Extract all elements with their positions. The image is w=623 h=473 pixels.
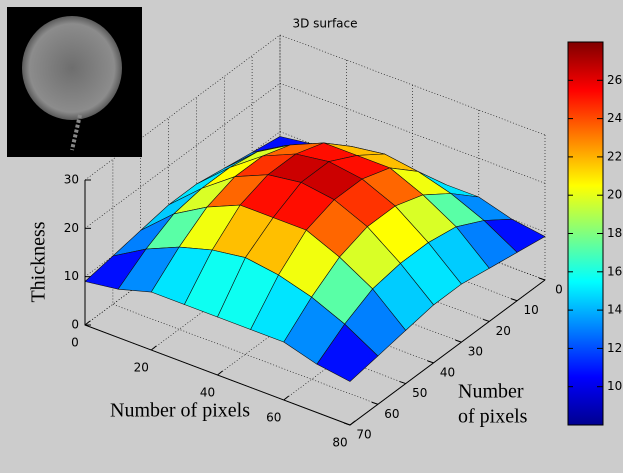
y-tick-label: 0 [555,283,563,297]
grid-line [84,34,546,181]
y-tick-label: 60 [384,407,399,421]
y-tick [399,381,406,385]
y-axis-label: of pixels [458,406,528,428]
colorbar-tick-label: 24 [607,111,622,125]
y-tick-label: 50 [412,386,427,400]
y-tick-label: 10 [524,303,539,317]
x-tick [217,370,223,376]
plot-area: 0 10 20 30 0 20 40 60 80 0 10 20 30 40 50 60 70 [64,34,563,450]
colorbar-tick-label: 14 [607,303,622,317]
chart-title: 3D surface [292,17,357,31]
y-tick [371,401,379,405]
surface-patch [316,323,379,382]
y-tick [455,339,462,343]
colorbar-tick-label: 16 [607,264,622,278]
x-tick-label: 40 [200,386,215,400]
z-tick-label: 20 [64,221,79,235]
y-axis-label: Number [458,381,524,403]
x-tick-label: 20 [134,361,149,375]
colorbar-tick-label: 20 [607,188,622,202]
x-tick-label: 0 [71,336,79,350]
colorbar-tick-label: 10 [607,379,622,393]
inset-disk [22,16,122,120]
y-tick [510,298,518,302]
colorbar-tick-label: 26 [607,73,622,87]
x-axis-label: Number of pixels [110,400,250,422]
x-tick [84,320,91,326]
z-tick-label: 0 [71,318,79,332]
x-tick [283,395,290,401]
y-tick-label: 70 [356,428,371,442]
z-tick-label: 10 [64,269,79,283]
x-tick [349,420,356,426]
z-axis-label: Thickness [28,221,50,302]
inset-image [7,7,142,157]
z-tick-label: 30 [64,173,79,187]
colorbar-ticks: 10 12 14 16 18 20 22 24 26 [568,73,622,393]
inset-stem [70,114,82,151]
y-tick [538,277,546,281]
y-tick [343,422,351,426]
y-tick [427,360,434,364]
y-tick-label: 20 [496,324,511,338]
y-tick-label: 40 [440,365,455,379]
x-tick-label: 80 [332,436,347,450]
colorbar-tick-label: 18 [607,226,622,240]
colorbar-tick-label: 22 [607,149,622,163]
colorbar-tick-label: 12 [607,341,622,355]
x-tick [150,345,157,351]
y-tick [483,318,490,322]
y-tick-label: 30 [468,345,483,359]
x-tick-label: 60 [266,411,281,425]
